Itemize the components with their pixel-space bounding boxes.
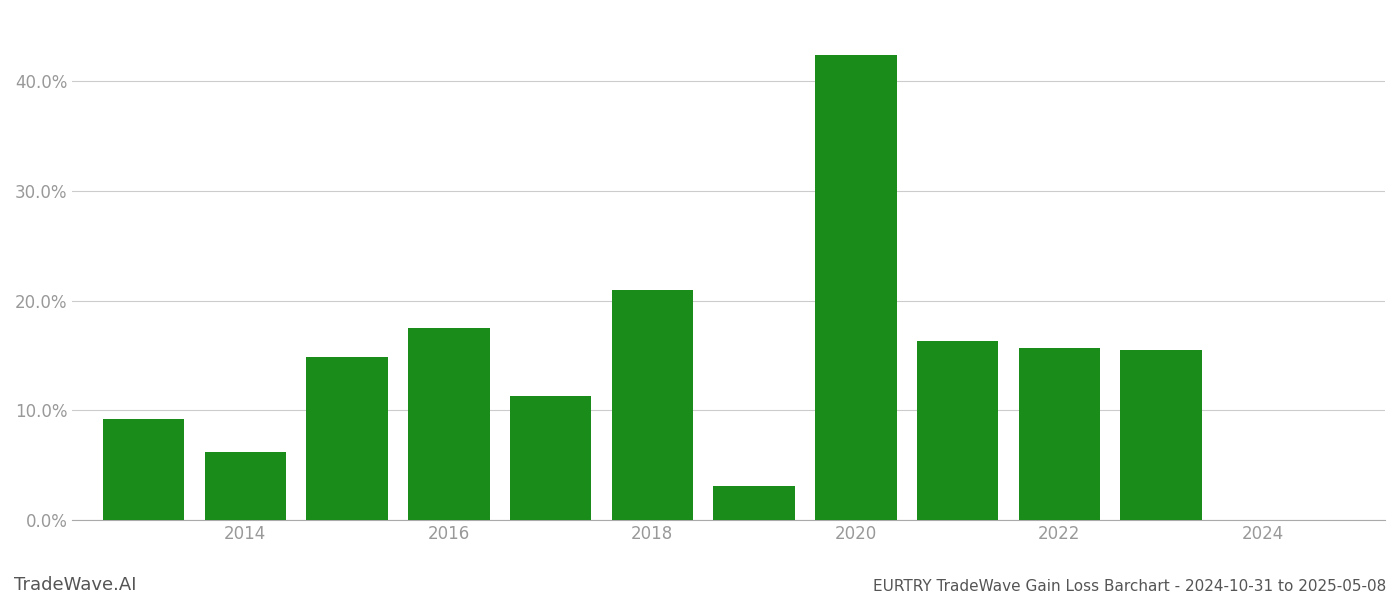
Bar (917, 341, 998, 520)
Bar (102, 419, 185, 520)
Bar (815, 55, 896, 520)
Text: TradeWave.AI: TradeWave.AI (14, 576, 137, 594)
Bar (510, 396, 591, 520)
Bar (409, 328, 490, 520)
Text: EURTRY TradeWave Gain Loss Barchart - 2024-10-31 to 2025-05-08: EURTRY TradeWave Gain Loss Barchart - 20… (872, 579, 1386, 594)
Bar (1019, 348, 1100, 520)
Bar (714, 486, 795, 520)
Bar (612, 290, 693, 520)
Bar (307, 356, 388, 520)
Bar (204, 452, 286, 520)
Bar (1120, 350, 1201, 520)
